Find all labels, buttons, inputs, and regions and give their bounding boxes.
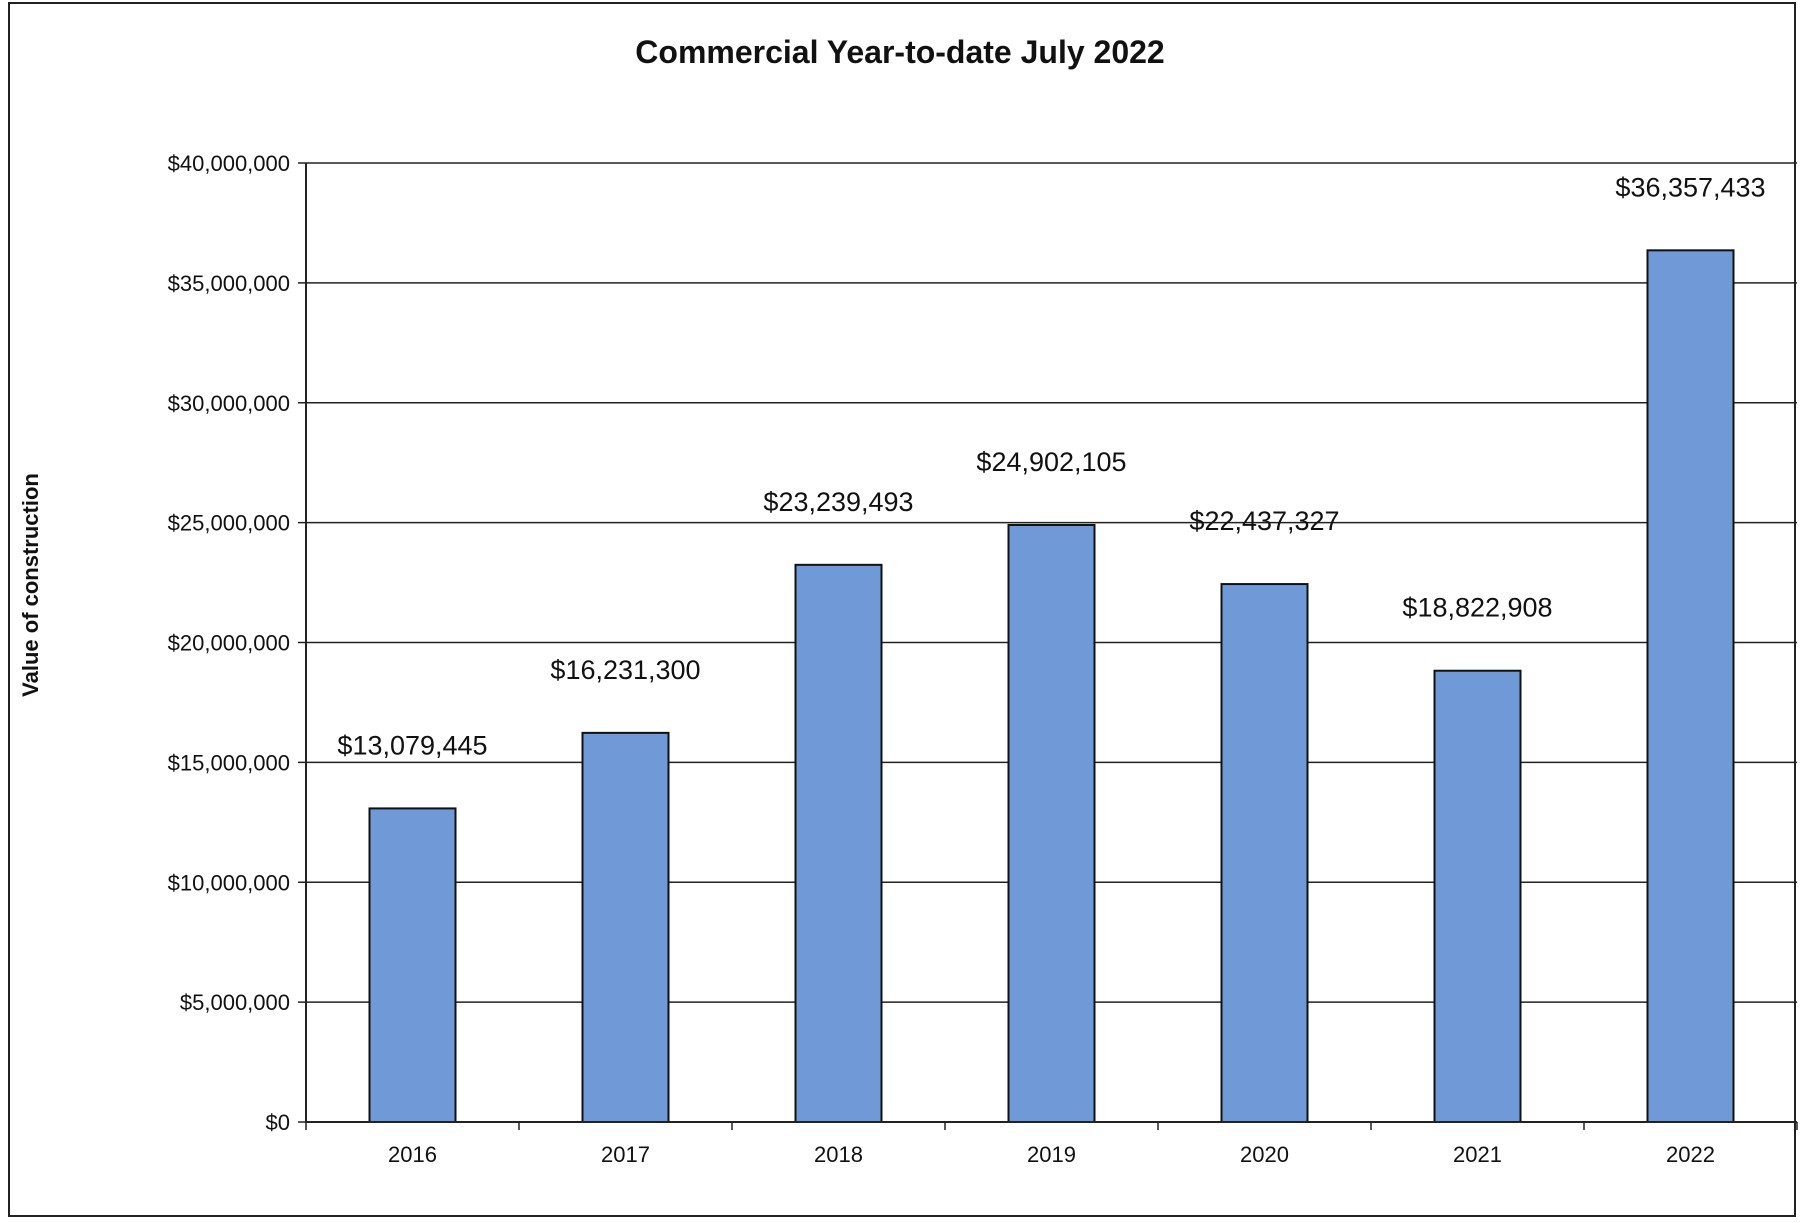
axes: [298, 162, 1798, 1130]
y-tick-label: $25,000,000: [168, 511, 290, 536]
bar-2021: [1433, 669, 1522, 1123]
data-label: $36,357,433: [1615, 172, 1765, 202]
x-tick-label: 2021: [1453, 1142, 1502, 1167]
data-label: $23,239,493: [763, 487, 913, 517]
bar-2017: [581, 731, 670, 1123]
data-label: $13,079,445: [337, 730, 487, 760]
tick-labels: $0 $5,000,000 $10,000,000 $15,000,000 $20,00…: [168, 151, 1715, 1167]
y-tick-label: $40,000,000: [168, 151, 290, 176]
y-tick-label: $5,000,000: [180, 990, 290, 1015]
y-tick-label: $10,000,000: [168, 870, 290, 895]
data-label: $22,437,327: [1189, 506, 1339, 536]
y-tick-label: $0: [266, 1110, 290, 1135]
bar-2018: [794, 563, 883, 1123]
bars: [368, 249, 1735, 1123]
bar-2022: [1646, 249, 1735, 1123]
bar-2020: [1220, 583, 1309, 1123]
y-tick-label: $20,000,000: [168, 631, 290, 656]
y-axis-label: Value of construction: [18, 473, 43, 697]
y-tick-label: $35,000,000: [168, 271, 290, 296]
data-label: $24,902,105: [976, 447, 1126, 477]
x-tick-label: 2022: [1666, 1142, 1715, 1167]
data-label: $18,822,908: [1402, 593, 1552, 623]
x-tick-label: 2019: [1027, 1142, 1076, 1167]
y-tick-label: $30,000,000: [168, 391, 290, 416]
x-tick-label: 2017: [601, 1142, 650, 1167]
bar-2019: [1007, 523, 1096, 1123]
chart-title: Commercial Year-to-date July 2022: [635, 34, 1164, 70]
x-tick-label: 2020: [1240, 1142, 1289, 1167]
y-tick-label: $15,000,000: [168, 750, 290, 775]
gridlines: [306, 162, 1797, 1003]
x-tick-label: 2016: [388, 1142, 437, 1167]
data-labels: $13,079,445 $16,231,300 $23,239,493 $24,902…: [337, 172, 1765, 760]
data-label: $16,231,300: [550, 655, 700, 685]
x-tick-label: 2018: [814, 1142, 863, 1167]
bar-2016: [368, 807, 457, 1123]
